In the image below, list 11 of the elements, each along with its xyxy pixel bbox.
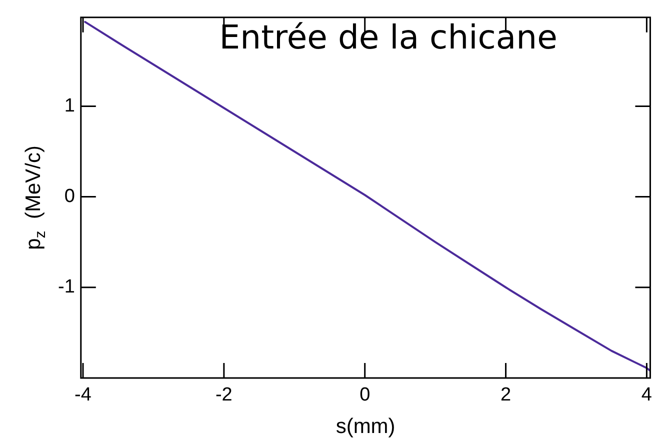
x-tick-label: 2 <box>500 384 512 406</box>
y-tick-label: 1 <box>64 95 75 116</box>
x-axis-title: s(mm) <box>336 415 396 438</box>
x-tick-label: -2 <box>215 384 232 406</box>
chart-title: Entrée de la chicane <box>219 17 558 56</box>
x-tick-label: 0 <box>360 384 370 406</box>
x-tick-label: -4 <box>74 384 92 406</box>
y-tick-label: 0 <box>64 186 75 208</box>
y-tick-label: -1 <box>58 276 75 298</box>
x-tick-label: 4 <box>641 384 652 406</box>
y-axis-title: pz (MeV/c) <box>22 146 50 250</box>
